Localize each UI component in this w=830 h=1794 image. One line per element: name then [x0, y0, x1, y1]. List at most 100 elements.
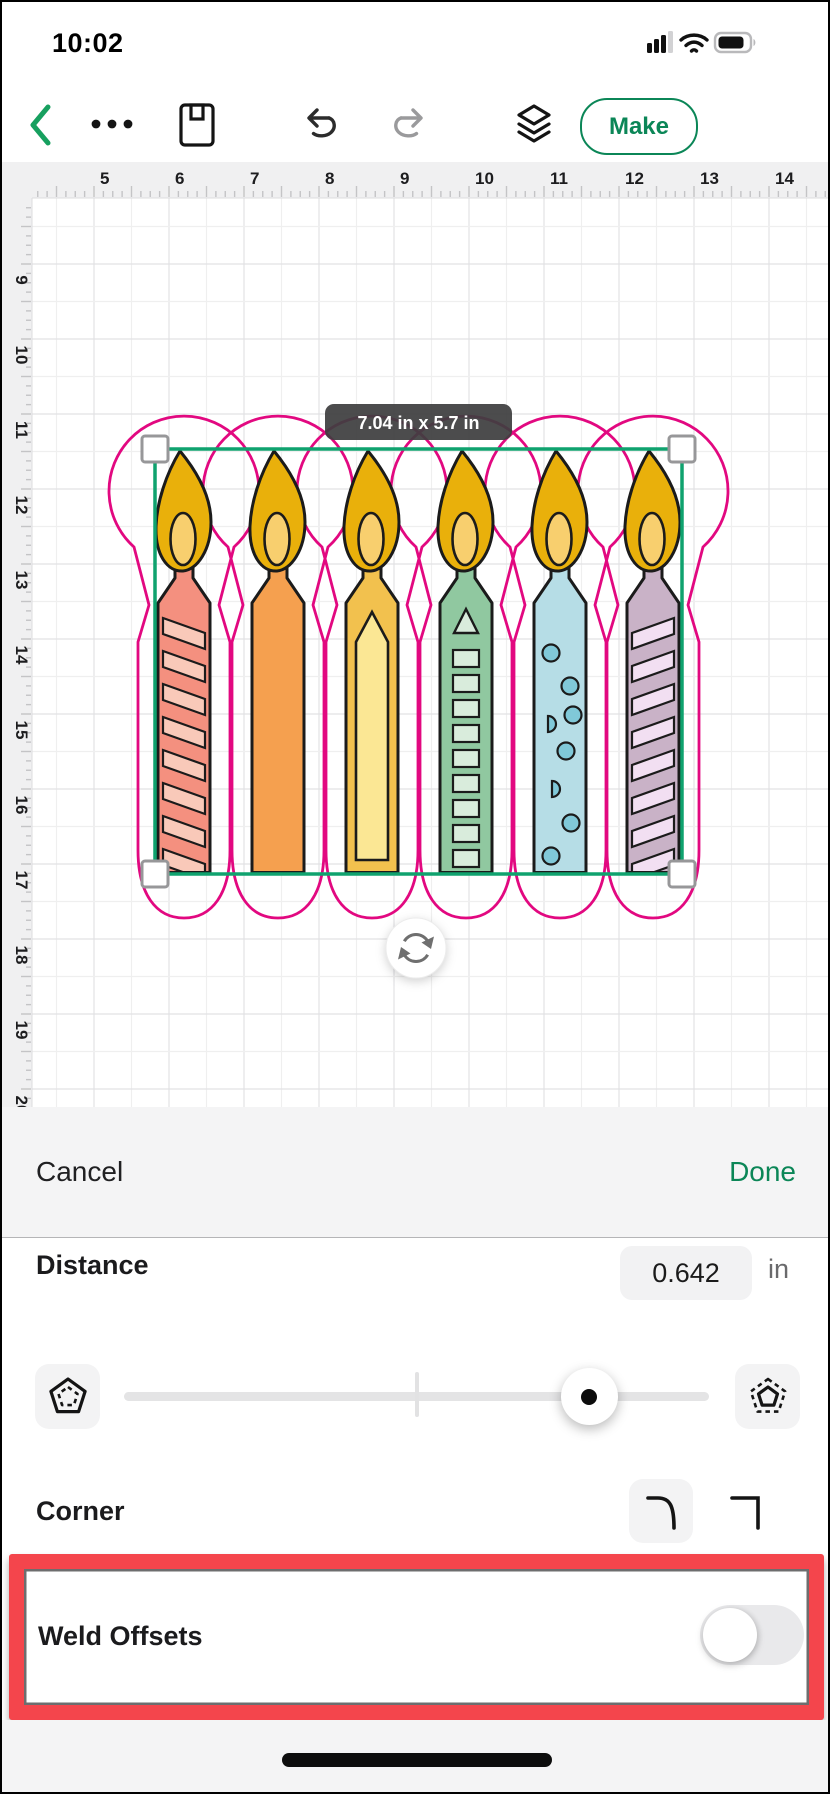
ruler-left-label: 19: [12, 1021, 31, 1040]
design-canvas[interactable]: 5 6 7 8 9 10 11 12 13 14 9 10 11 12 13 14 15 16 17 18 19 20 7.…: [2, 162, 830, 1107]
offset-inward-pentagon-icon: [48, 1376, 87, 1413]
toggle-knob: [703, 1608, 757, 1662]
offset-outline: [483, 414, 637, 920]
ruler-top-label: 8: [325, 169, 334, 188]
rotate-icon: [398, 933, 434, 963]
battery-icon: [713, 31, 756, 54]
candle-pattern: [161, 616, 207, 871]
ruler-top-label: 9: [400, 169, 409, 188]
flame-inner: [357, 511, 385, 567]
status-time: 10:02: [52, 28, 124, 58]
candle-6[interactable]: [623, 448, 682, 880]
ruler-top-label: 13: [700, 169, 719, 188]
wifi-icon: [679, 33, 709, 53]
highlight-box: [9, 1554, 824, 1720]
redo-button[interactable]: [392, 106, 434, 144]
flame-inner: [638, 511, 666, 567]
status-icons: [647, 31, 756, 54]
ruler-top-label: 12: [625, 169, 644, 188]
make-button[interactable]: Make: [580, 98, 698, 155]
layers-icon: [517, 104, 551, 143]
candle-pattern: [541, 643, 583, 866]
save-button[interactable]: [178, 102, 216, 148]
ruler-left-label: 14: [12, 646, 31, 665]
ruler-left-label: 16: [12, 796, 31, 815]
candle-3[interactable]: [342, 448, 401, 874]
offset-inward-button[interactable]: [35, 1364, 100, 1429]
corner-square-button[interactable]: [713, 1479, 777, 1543]
candle-5[interactable]: [530, 448, 589, 874]
more-button[interactable]: [88, 116, 136, 132]
selection-handle[interactable]: [140, 434, 170, 464]
offset-outline: [576, 414, 730, 920]
ruler-left-label: 13: [12, 571, 31, 590]
ellipsis-icon: [91, 119, 133, 129]
candle-2[interactable]: [248, 448, 307, 874]
offset-outline: [201, 414, 355, 920]
svg-text:7.04 in x 5.7 in: 7.04 in x 5.7 in: [357, 413, 479, 433]
ruler-left-label: 17: [12, 871, 31, 890]
flame-inner: [545, 511, 573, 567]
cancel-button[interactable]: Cancel: [36, 1156, 124, 1187]
offset-outline: [295, 414, 449, 920]
ruler-left-label: 18: [12, 946, 31, 965]
ruler-left-label: 9: [12, 275, 31, 284]
candles-artwork[interactable]: [107, 414, 730, 920]
ruler-left-label: 20: [12, 1096, 31, 1107]
make-button-label: Make: [608, 112, 670, 140]
home-indicator[interactable]: [282, 1753, 552, 1767]
size-label: 7.04 in x 5.7 in: [325, 404, 512, 440]
rulers: 5 6 7 8 9 10 11 12 13 14 9 10 11 12 13 14 15 16 17 18 19 20: [2, 162, 828, 1107]
redo-icon: [394, 108, 423, 138]
selection-handle[interactable]: [667, 434, 697, 464]
weld-offsets-label: Weld Offsets: [38, 1621, 203, 1651]
distance-slider-thumb[interactable]: [560, 1368, 618, 1425]
distance-unit: in: [768, 1254, 790, 1284]
slider-center-tick: [415, 1372, 419, 1417]
sheet-header: Cancel Done: [2, 1107, 828, 1238]
slider-thumb-dot: [581, 1388, 598, 1405]
square-corner-icon: [730, 1496, 760, 1530]
candle-1[interactable]: [154, 448, 213, 880]
offset-outlines: [107, 414, 730, 920]
ruler-top-label: 5: [100, 169, 109, 188]
distance-label: Distance: [36, 1250, 149, 1280]
selection-box[interactable]: 7.04 in x 5.7 in: [140, 404, 697, 889]
ruler-left-label: 12: [12, 496, 31, 515]
rotate-handle[interactable]: [385, 917, 447, 979]
weld-offsets-toggle[interactable]: [700, 1605, 804, 1665]
flame-inner: [169, 511, 197, 567]
layers-button[interactable]: [512, 102, 556, 148]
flame-inner: [451, 511, 479, 567]
corner-label: Corner: [36, 1496, 125, 1526]
undo-button[interactable]: [296, 106, 338, 144]
flame-inner: [263, 511, 291, 567]
undo-icon: [307, 108, 336, 138]
chevron-left-icon: [30, 104, 51, 146]
distance-value-field[interactable]: 0.642: [620, 1246, 752, 1300]
ruler-left-label: 10: [12, 346, 31, 365]
done-button[interactable]: Done: [729, 1156, 796, 1187]
back-button[interactable]: [26, 102, 54, 148]
candle-pattern: [354, 609, 390, 862]
ruler-left-label: 15: [12, 721, 31, 740]
ruler-top-label: 14: [775, 169, 794, 188]
ruler-left-label: 11: [12, 421, 31, 439]
ruler-top-label: 6: [175, 169, 184, 188]
ruler-top-label: 7: [250, 169, 259, 188]
corner-rounded-button[interactable]: [629, 1479, 693, 1543]
offset-outline: [389, 414, 543, 920]
ruler-top-label: 11: [550, 169, 568, 188]
selection-handle[interactable]: [140, 859, 170, 889]
offset-outward-button[interactable]: [735, 1364, 800, 1429]
offset-outward-pentagon-icon: [749, 1377, 786, 1413]
rounded-corner-icon: [646, 1496, 676, 1530]
candle-4[interactable]: [436, 448, 495, 874]
cellular-signal-icon: [647, 31, 673, 53]
selection-handle[interactable]: [667, 859, 697, 889]
offset-outline: [107, 414, 261, 920]
save-icon: [179, 103, 215, 147]
candle-body: [250, 561, 306, 874]
ruler-top-label: 10: [475, 169, 494, 188]
